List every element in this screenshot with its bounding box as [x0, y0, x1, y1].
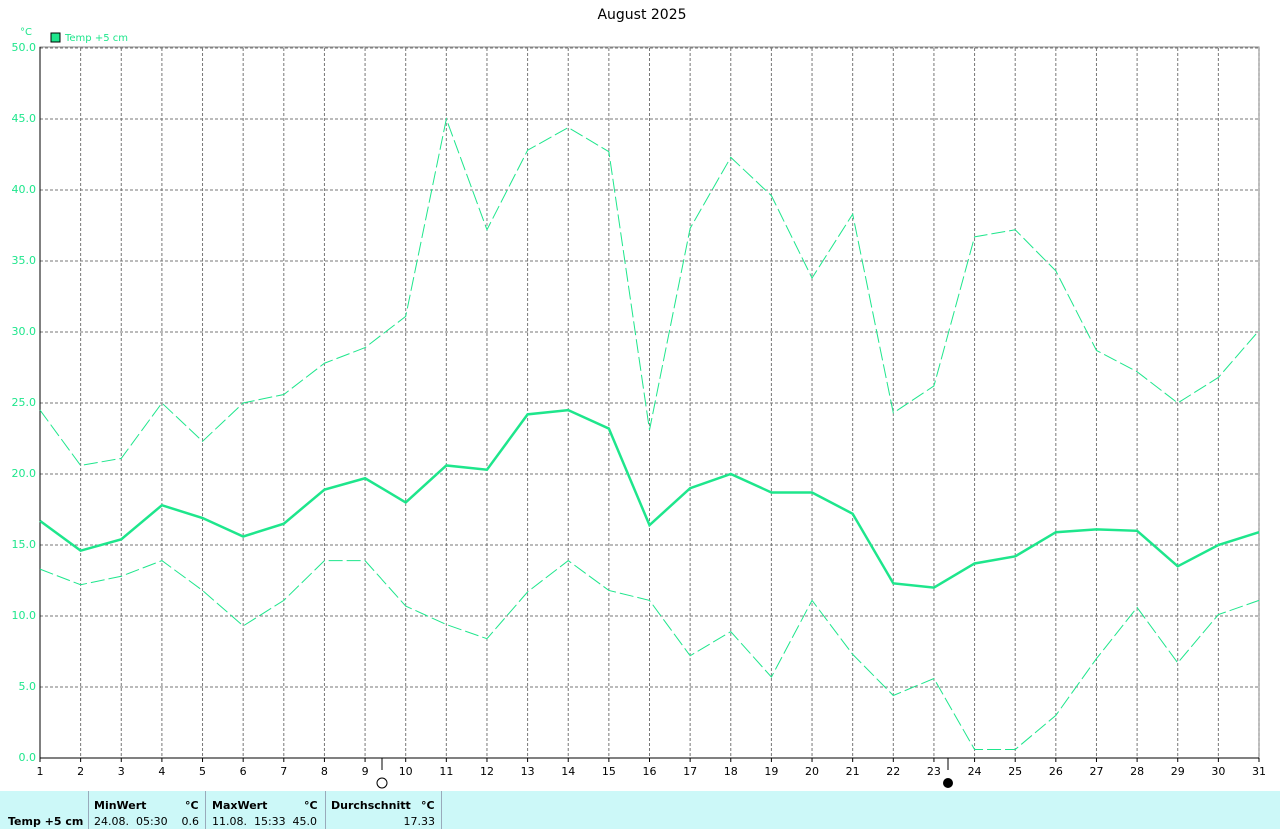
col-unit: °C [304, 799, 318, 812]
col-unit: °C [421, 799, 435, 812]
x-tick-label: 10 [399, 765, 413, 778]
x-tick-label: 1 [37, 765, 44, 778]
x-tick-label: 23 [927, 765, 941, 778]
col-value: 0.6 [181, 815, 200, 828]
y-tick-label: 25.0 [12, 396, 37, 409]
col-value: 45.0 [292, 815, 318, 828]
x-tick-label: 15 [602, 765, 616, 778]
full-moon-icon [376, 777, 388, 789]
separator [88, 791, 89, 829]
y-tick-label: 35.0 [12, 254, 37, 267]
y-tick-label: 45.0 [12, 112, 37, 125]
series-line [39, 559, 1260, 750]
col-title: MaxWert [212, 799, 268, 812]
x-tick-label: 24 [968, 765, 982, 778]
new-moon-icon [943, 778, 953, 788]
x-tick-label: 7 [280, 765, 287, 778]
summary-table: Temp +5 cm MinWert °C 24.08. 05:30 0.6 M… [0, 791, 1280, 829]
y-tick-label: 0.0 [19, 751, 37, 764]
x-tick-label: 3 [118, 765, 125, 778]
separator [205, 791, 206, 829]
x-tick-label: 27 [1089, 765, 1103, 778]
x-tick-label: 16 [643, 765, 657, 778]
x-tick-label: 12 [480, 765, 494, 778]
x-tick-label: 4 [158, 765, 165, 778]
x-tick-label: 11 [439, 765, 453, 778]
y-tick-label: 40.0 [12, 183, 37, 196]
x-tick-label: 22 [886, 765, 900, 778]
x-tick-label: 13 [521, 765, 535, 778]
chart: August 2025 °C 0.0 5.0 10.0 15.0 20.0 25.0 30.… [12, 7, 1266, 789]
y-tick-label: 20.0 [12, 467, 37, 480]
separator [325, 791, 326, 829]
legend-swatch [50, 32, 61, 43]
series-line [39, 408, 1260, 589]
y-tick-label: 15.0 [12, 538, 37, 551]
col-title: MinWert [94, 799, 147, 812]
col-unit: °C [185, 799, 199, 812]
x-tick-label: 18 [724, 765, 738, 778]
y-tick-label: 50.0 [12, 41, 37, 54]
col-time: 11.08. 15:33 [212, 815, 286, 828]
col-time: 24.08. 05:30 [94, 815, 168, 828]
legend-label: Temp +5 cm [64, 33, 128, 44]
series-line [39, 117, 1260, 467]
x-tick-label: 31 [1252, 765, 1266, 778]
row-label: Temp +5 cm [8, 815, 84, 828]
x-tick-label: 6 [240, 765, 247, 778]
col-title: Durchschnitt [331, 799, 411, 812]
x-tick-label: 26 [1049, 765, 1063, 778]
x-tick-label: 21 [846, 765, 860, 778]
x-tick-label: 2 [77, 765, 84, 778]
x-tick-label: 17 [683, 765, 697, 778]
y-tick-label: 30.0 [12, 325, 37, 338]
x-tick-label: 25 [1008, 765, 1022, 778]
x-tick-label: 5 [199, 765, 206, 778]
col-value: 17.33 [403, 815, 436, 828]
x-tick-label: 29 [1171, 765, 1185, 778]
x-tick-label: 30 [1211, 765, 1225, 778]
separator [441, 791, 442, 829]
x-tick-label: 9 [362, 765, 369, 778]
x-tick-label: 8 [321, 765, 328, 778]
x-tick-label: 20 [805, 765, 819, 778]
chart-title: August 2025 [597, 7, 686, 23]
x-tick-label: 14 [561, 765, 575, 778]
x-tick-label: 19 [764, 765, 778, 778]
y-unit: °C [20, 27, 32, 38]
x-tick-label: 28 [1130, 765, 1144, 778]
y-tick-label: 10.0 [12, 609, 37, 622]
y-tick-label: 5.0 [19, 680, 37, 693]
